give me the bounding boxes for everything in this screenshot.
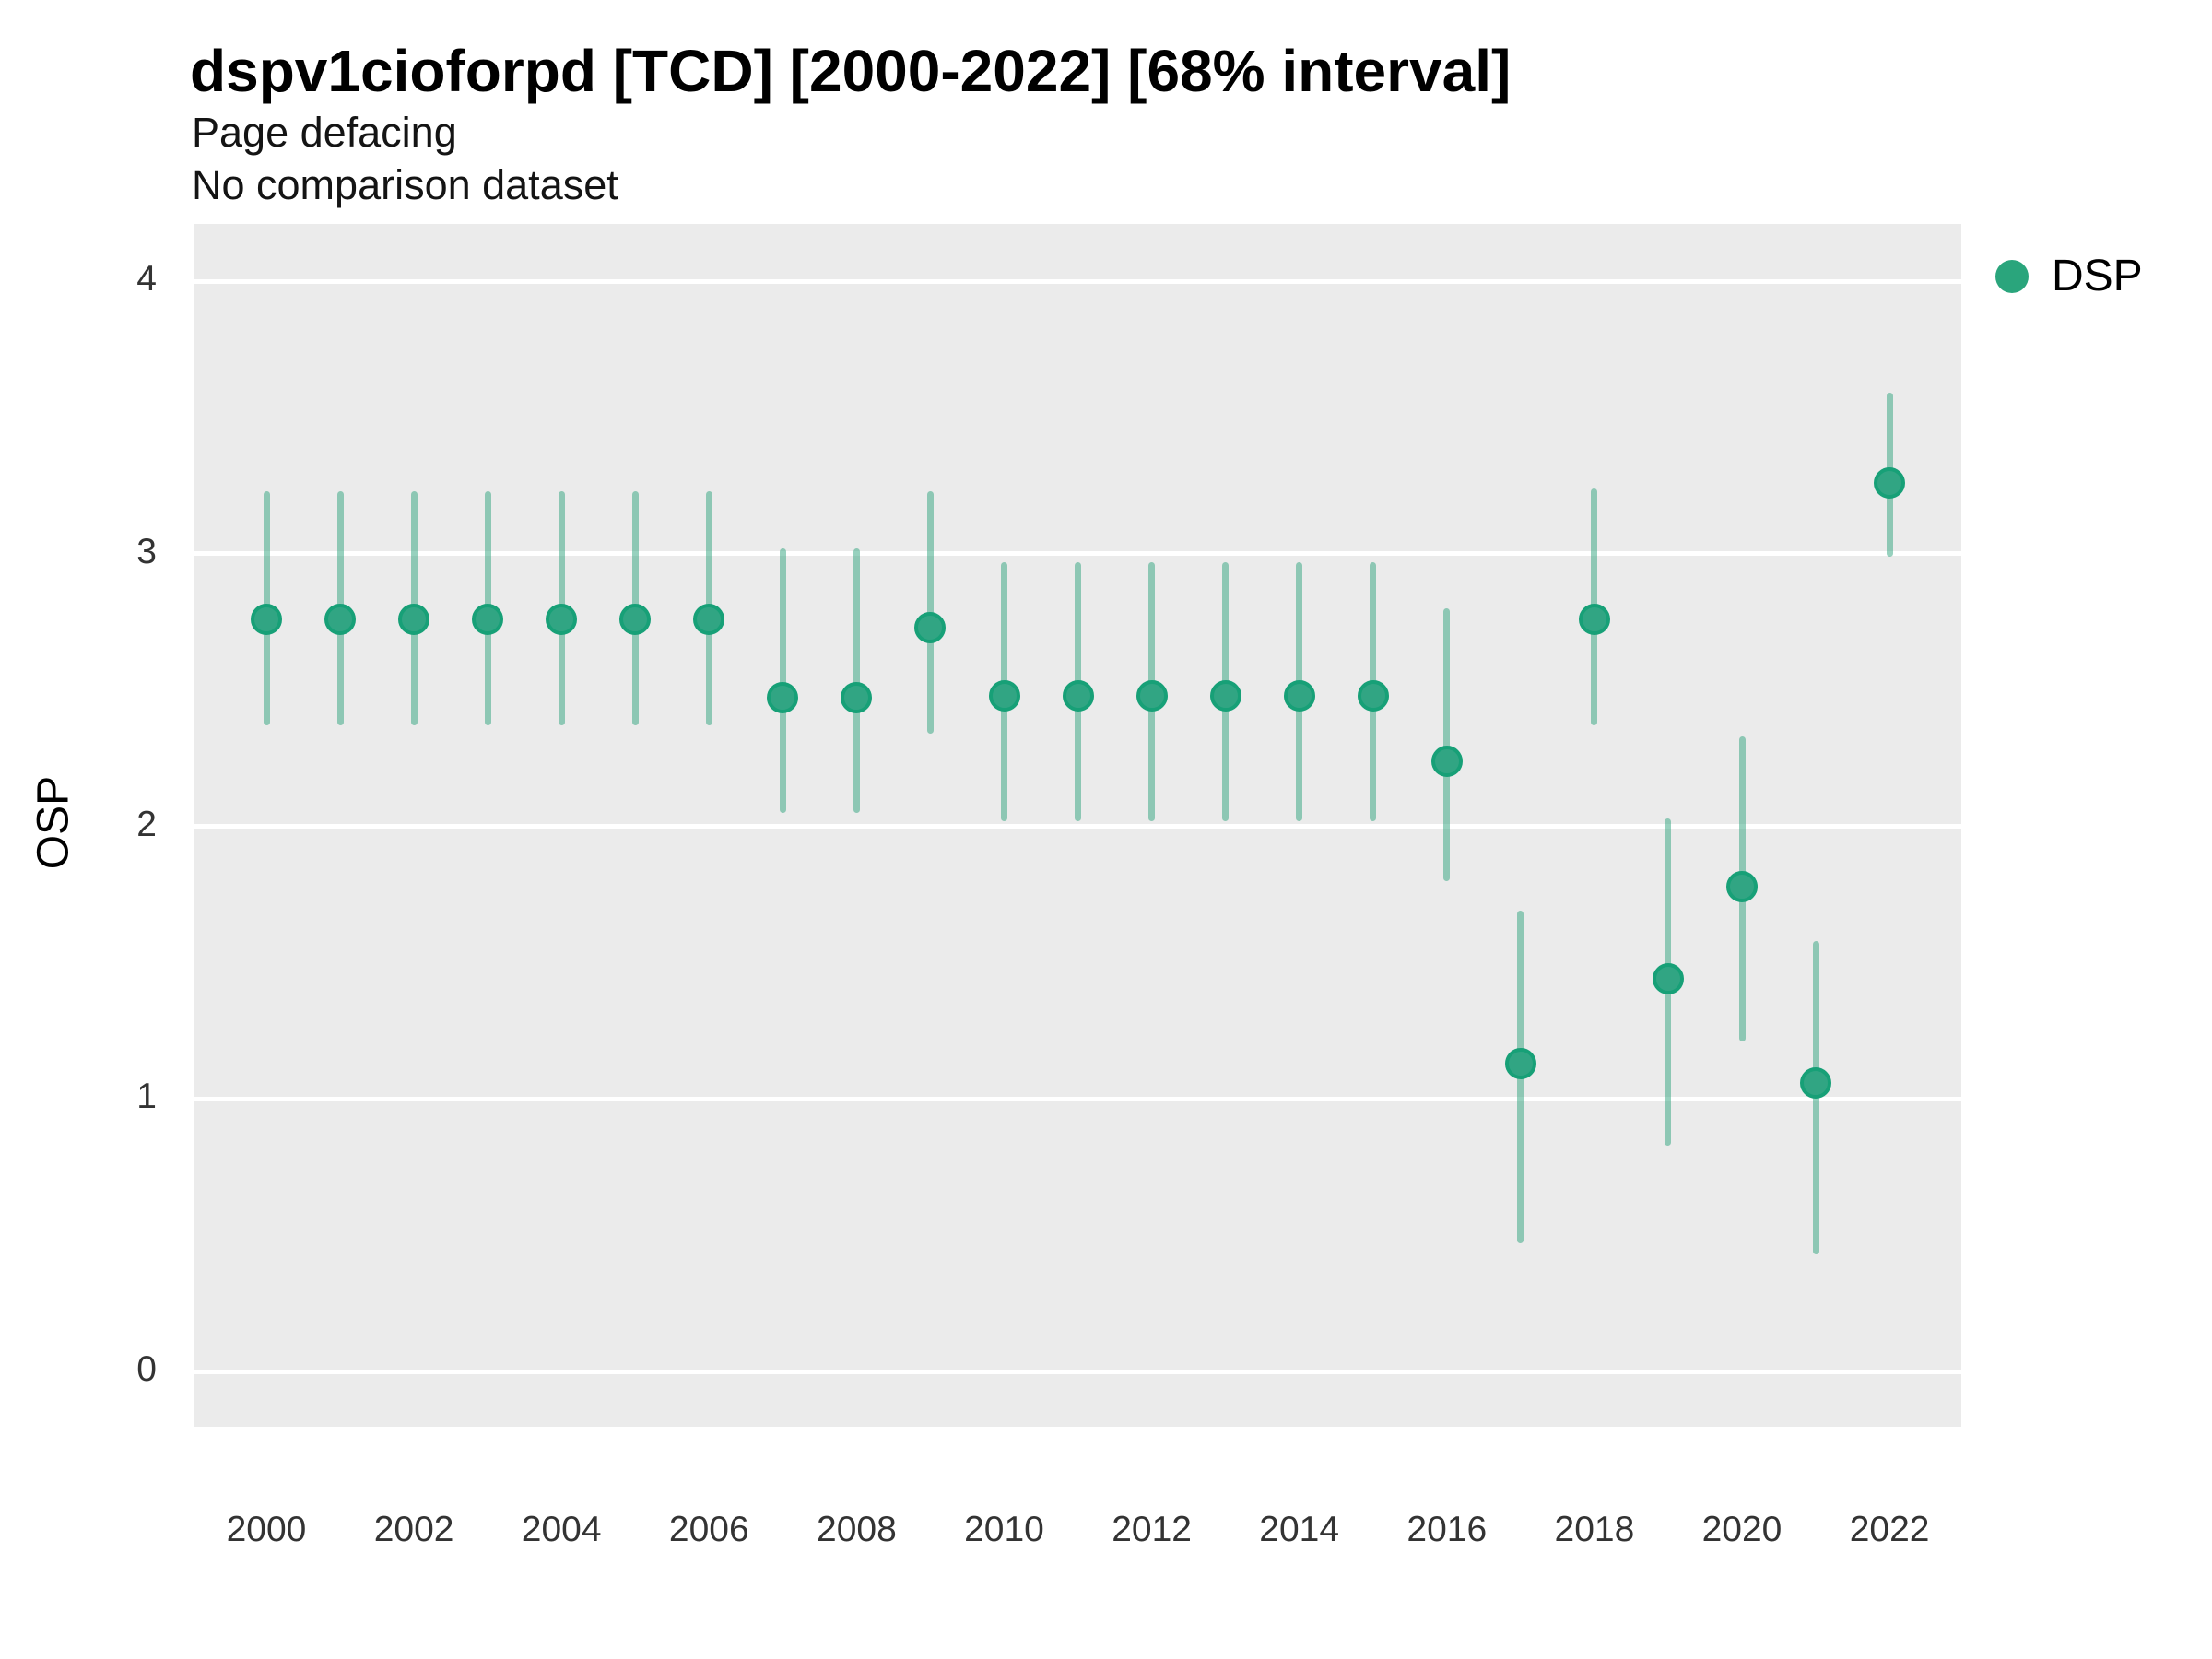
y-tick-label-3: 3 xyxy=(136,531,157,571)
error-bar-2016 xyxy=(1443,607,1451,881)
data-point-2005 xyxy=(619,603,652,635)
y-tick-label-1: 1 xyxy=(136,1077,157,1117)
data-point-2001 xyxy=(324,603,357,635)
x-tick-label-2010: 2010 xyxy=(964,1510,1044,1549)
data-point-2011 xyxy=(1062,679,1094,712)
gridline-y-2 xyxy=(194,824,1961,829)
x-tick-label-2006: 2006 xyxy=(668,1510,749,1549)
data-point-2016 xyxy=(1430,745,1463,777)
x-tick-label-2018: 2018 xyxy=(1554,1510,1635,1549)
chart-subtitle-line-2: No comparison dataset xyxy=(192,161,618,208)
data-point-2022 xyxy=(1874,466,1906,499)
y-tick-label-0: 0 xyxy=(136,1349,157,1389)
data-point-2009 xyxy=(914,611,947,643)
y-tick-label-4: 4 xyxy=(136,259,157,299)
data-point-2021 xyxy=(1800,1066,1832,1099)
legend-swatch-dot-icon xyxy=(1995,260,2029,293)
data-point-2020 xyxy=(1726,870,1758,902)
gridline-y-1 xyxy=(194,1096,1961,1101)
x-tick-label-2020: 2020 xyxy=(1701,1510,1783,1549)
data-point-2017 xyxy=(1504,1047,1536,1079)
data-point-2002 xyxy=(398,603,430,635)
y-tick-label-2: 2 xyxy=(136,804,157,844)
data-point-2018 xyxy=(1578,603,1610,635)
error-bar-2007 xyxy=(779,547,786,813)
gridline-y-0 xyxy=(194,1369,1961,1374)
legend-series-label: DSP xyxy=(2052,252,2143,300)
data-point-2000 xyxy=(251,603,282,635)
x-tick-label-2012: 2012 xyxy=(1112,1510,1192,1549)
chart-title: dspv1cioforpd [TCD] [2000-2022] [68% int… xyxy=(190,38,1512,104)
data-point-2004 xyxy=(546,603,578,635)
data-point-2007 xyxy=(767,682,799,714)
gridline-y-4 xyxy=(194,278,1961,284)
error-bar-2008 xyxy=(853,547,860,813)
chart-subtitle-line-1: Page defacing xyxy=(192,109,457,156)
data-point-2006 xyxy=(693,603,725,635)
x-tick-label-2022: 2022 xyxy=(1849,1510,1930,1549)
data-point-2014 xyxy=(1283,679,1315,712)
x-tick-label-2016: 2016 xyxy=(1406,1510,1488,1549)
plot-panel xyxy=(194,224,1961,1427)
data-point-2019 xyxy=(1652,963,1684,995)
gridline-y-3 xyxy=(194,551,1961,557)
x-tick-label-2000: 2000 xyxy=(226,1510,307,1549)
x-tick-label-2004: 2004 xyxy=(521,1510,602,1549)
x-tick-label-2002: 2002 xyxy=(373,1510,454,1549)
data-point-2013 xyxy=(1209,679,1241,712)
data-point-2003 xyxy=(472,603,504,635)
data-point-2015 xyxy=(1357,679,1389,712)
x-tick-label-2008: 2008 xyxy=(817,1510,897,1549)
data-point-2008 xyxy=(841,682,873,714)
data-point-2010 xyxy=(988,679,1020,712)
x-tick-label-2014: 2014 xyxy=(1259,1510,1340,1549)
data-point-2012 xyxy=(1135,679,1168,712)
